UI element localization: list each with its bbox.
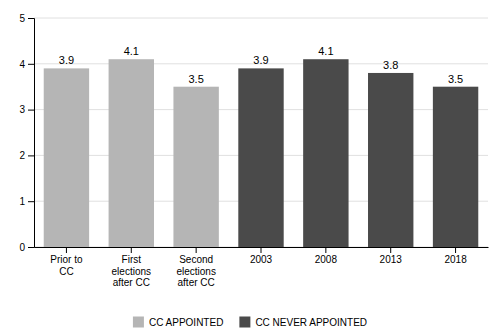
tick-label: 2: [19, 150, 25, 161]
tick-mark: [28, 18, 34, 19]
tick-mark: [66, 247, 67, 253]
bar: [368, 73, 413, 247]
tick: 3: [19, 104, 34, 115]
y-axis: 0 1 2 3 4 5: [19, 13, 34, 253]
tick-label: 2003: [250, 254, 273, 265]
legend-label: CC APPOINTED: [149, 317, 223, 328]
legend-swatch: [133, 317, 144, 328]
legend-label: CC NEVER APPOINTED: [255, 317, 367, 328]
tick: Prior toCC: [50, 247, 83, 277]
axis-line: [28, 19, 35, 248]
tick-mark: [28, 110, 34, 111]
tick: 2013: [380, 247, 403, 265]
bar: [238, 68, 283, 247]
bar: [109, 59, 154, 247]
bar: [44, 68, 89, 247]
tick-label: 5: [19, 13, 25, 24]
tick: 1: [19, 196, 34, 207]
tick-mark: [261, 247, 262, 253]
data-label: 4.1: [124, 45, 139, 57]
data-label: 3.5: [188, 73, 203, 85]
grid-line: [34, 18, 488, 19]
legend-item: CC NEVER APPOINTED: [239, 317, 367, 329]
tick-label: 2013: [380, 254, 403, 265]
tick-label: 3: [19, 104, 25, 115]
bar: [433, 87, 478, 247]
tick-mark: [196, 247, 197, 253]
tick-label: Prior toCC: [50, 254, 83, 277]
tick: Secondelectionsafter CC: [176, 247, 215, 288]
data-labels: 3.9 4.1 3.5 3.9 4.1 3.8 3.5: [59, 45, 463, 84]
tick-label: Firstelectionsafter CC: [112, 254, 151, 288]
tick-mark: [28, 247, 34, 248]
tick: 2003: [250, 247, 273, 265]
tick: 2018: [444, 247, 467, 265]
data-label: 3.9: [253, 54, 268, 66]
tick-mark: [131, 247, 132, 253]
tick-label: 4: [19, 59, 25, 70]
data-label: 3.8: [383, 59, 398, 71]
data-label: 3.5: [448, 73, 463, 85]
tick-label: 2008: [315, 254, 338, 265]
grid: [34, 18, 488, 247]
tick-mark: [28, 201, 34, 202]
tick: Firstelectionsafter CC: [112, 247, 151, 288]
chart: 3.9 4.1 3.5 3.9 4.1 3.8 3.5 0 1 2 3 4 5 Prior toCC Fir…: [0, 0, 500, 335]
tick-label: 2018: [444, 254, 467, 265]
tick: 0: [19, 242, 34, 253]
legend-swatch: [239, 317, 250, 328]
data-label: 3.9: [59, 54, 74, 66]
tick: 5: [19, 13, 34, 24]
legend: CC APPOINTED CC NEVER APPOINTED: [133, 317, 367, 329]
tick-label: 1: [19, 196, 25, 207]
tick-mark: [390, 247, 391, 253]
tick-mark: [325, 247, 326, 253]
tick-label: 0: [19, 242, 25, 253]
x-axis: Prior toCC Firstelectionsafter CC Secondel…: [35, 247, 489, 288]
data-label: 4.1: [318, 45, 333, 57]
tick: 2008: [315, 247, 338, 265]
tick: 4: [19, 59, 34, 70]
tick-label: Secondelectionsafter CC: [176, 254, 215, 288]
bar: [303, 59, 348, 247]
bar: [173, 87, 218, 247]
tick-mark: [28, 64, 34, 65]
bars: [44, 59, 479, 247]
legend-item: CC APPOINTED: [133, 317, 223, 329]
tick-mark: [455, 247, 456, 253]
tick-mark: [28, 155, 34, 156]
tick: 2: [19, 150, 34, 161]
